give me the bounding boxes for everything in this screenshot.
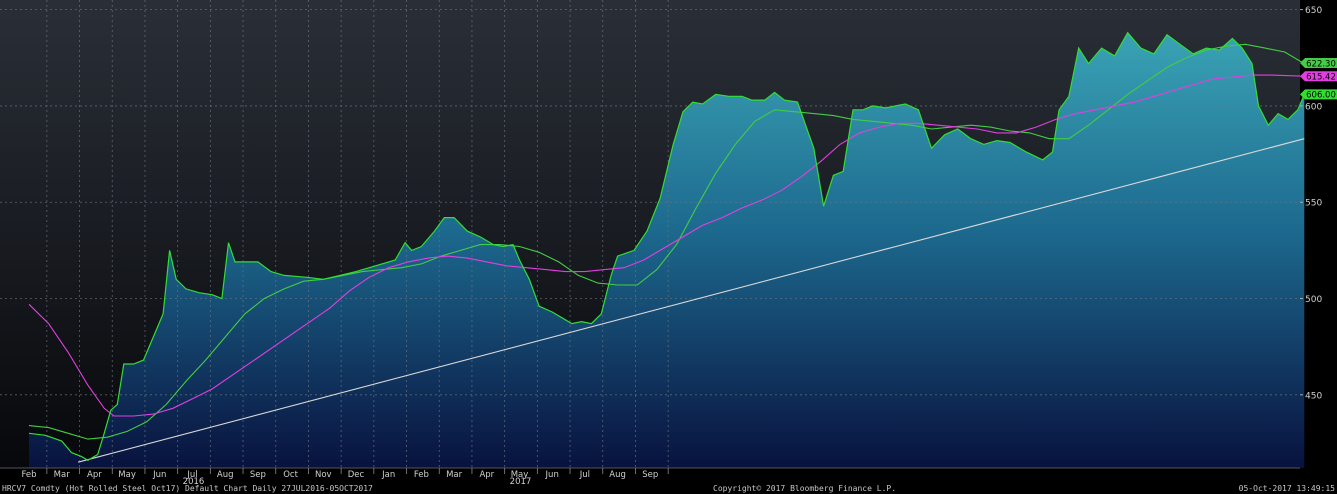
footer-timestamp: 05-Oct-2017 13:49:15 <box>1238 484 1335 493</box>
x-tick-label: Jun <box>545 470 559 480</box>
x-tick-label: Jul <box>579 470 590 480</box>
x-tick-label: Sep <box>250 470 266 480</box>
last-value-label: 622.30 <box>1306 59 1336 69</box>
y-tick-label: 650 <box>1305 6 1322 16</box>
year-label: 2016 <box>183 477 205 487</box>
x-tick-label: Sep <box>642 470 658 480</box>
x-tick-label: Aug <box>609 470 626 480</box>
x-tick-label: Apr <box>87 470 102 480</box>
ma-short-line <box>28 43 1305 440</box>
price-area <box>29 32 1305 468</box>
footer-copyright: Copyright© 2017 Bloomberg Finance L.P. <box>713 484 897 493</box>
last-value-label: 606.00 <box>1306 91 1336 101</box>
hrcv7-comdty-line <box>28 31 1305 461</box>
last-value-tag <box>1300 57 1337 68</box>
last-value-label: 615.42 <box>1306 73 1336 83</box>
x-tick-label: Jul <box>186 470 197 480</box>
x-tick-label: Mar <box>54 470 71 480</box>
x-tick-label: Nov <box>315 470 332 480</box>
x-tick-label: Apr <box>479 470 494 480</box>
x-tick-label: Jan <box>381 470 395 480</box>
x-tick-label: Feb <box>414 470 429 480</box>
x-tick-label: Dec <box>348 470 365 480</box>
y-tick-label: 600 <box>1305 102 1322 112</box>
x-tick-label: Aug <box>217 470 234 480</box>
last-value-tag <box>1300 71 1337 82</box>
year-label: 2017 <box>510 477 532 487</box>
y-tick-label: 550 <box>1305 199 1322 209</box>
ma-long-line <box>28 74 1305 417</box>
y-tick-label: 450 <box>1305 391 1322 401</box>
x-tick-label: Feb <box>21 470 36 480</box>
x-tick-label: Oct <box>283 470 298 480</box>
x-tick-label: Jun <box>152 470 166 480</box>
x-tick-label: May <box>511 470 529 480</box>
x-tick-label: Mar <box>446 470 463 480</box>
trend-line-line <box>77 138 1305 463</box>
y-tick-label: 500 <box>1305 295 1322 305</box>
last-value-tag <box>1300 89 1337 100</box>
x-tick-label: May <box>118 470 136 480</box>
footer-ticker: HRCV7 Comdty (Hot Rolled Steel Oct17) De… <box>2 484 373 493</box>
